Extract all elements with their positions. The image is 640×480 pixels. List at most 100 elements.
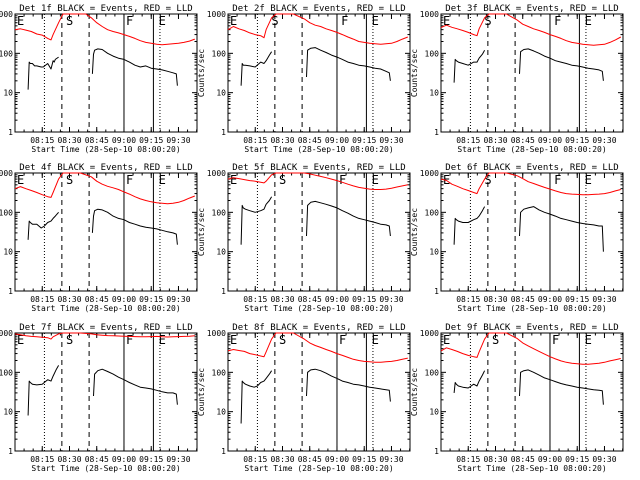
segment-label: F — [126, 333, 133, 347]
panel-2: Det 2f BLACK = Events, RED = LLD 1 10 100 10… — [197, 4, 411, 154]
y-tick-label: 1000 — [0, 329, 13, 338]
x-tick-label: 09:00 — [538, 455, 562, 464]
x-axis-label: Start Time (28-Sep-10 08:00:20) — [244, 304, 393, 313]
x-tick-label: 08:45 — [298, 136, 322, 145]
panel-title: Det 1f BLACK = Events, RED = LLD — [19, 4, 192, 14]
segment-label: S — [484, 14, 491, 28]
x-tick-label: 08:30 — [483, 295, 507, 304]
y-tick-label: 100 — [0, 368, 13, 377]
segment-label: E — [17, 173, 24, 187]
x-tick-label: 08:30 — [57, 455, 81, 464]
y-tick-label: 10 — [216, 408, 226, 417]
x-tick-label: 09:30 — [166, 455, 190, 464]
y-tick-label: 100 — [212, 208, 227, 217]
panel-7: Det 7f BLACK = Events, RED = LLD 1 10 100 10… — [0, 323, 198, 473]
segment-label: E — [17, 14, 24, 28]
x-tick-label: 09:15 — [565, 455, 589, 464]
y-tick-label: 100 — [212, 49, 227, 58]
segment-label: E — [230, 333, 237, 347]
x-axis-label: Start Time (28-Sep-10 08:00:20) — [31, 464, 180, 473]
x-tick-label: 08:45 — [85, 455, 109, 464]
segment-label: E — [159, 333, 166, 347]
y-axis-label: Counts/sec — [410, 368, 419, 416]
x-tick-label: 08:45 — [85, 295, 109, 304]
segment-label: S — [484, 173, 491, 187]
events-series-line — [453, 369, 604, 405]
y-tick-label: 10 — [216, 248, 226, 257]
lld-series-line — [227, 332, 408, 363]
x-tick-label: 09:00 — [112, 455, 136, 464]
x-tick-label: 08:30 — [270, 136, 294, 145]
x-axis-label: Start Time (28-Sep-10 08:00:20) — [457, 145, 606, 154]
segment-label: E — [585, 333, 592, 347]
y-tick-label: 10 — [3, 89, 13, 98]
x-tick-label: 09:00 — [112, 136, 136, 145]
lld-series-line — [440, 172, 621, 196]
segment-label: F — [126, 173, 133, 187]
y-tick-label: 100 — [425, 49, 440, 58]
y-tick-label: 10 — [216, 89, 226, 98]
segment-label: S — [66, 14, 73, 28]
events-series-line — [240, 47, 391, 86]
y-axis-label: Counts/sec — [197, 49, 206, 97]
segment-label: S — [492, 333, 499, 347]
panel-title: Det 3f BLACK = Events, RED = LLD — [445, 4, 618, 14]
events-series-line — [27, 365, 178, 416]
panel-4: Det 4f BLACK = Events, RED = LLD 1 10 100 10… — [0, 163, 198, 313]
segment-label: E — [230, 173, 237, 187]
x-tick-label: 08:30 — [483, 455, 507, 464]
y-axis-label: Counts/sec — [410, 49, 419, 97]
events-series-line — [240, 196, 391, 245]
y-tick-label: 10 — [3, 408, 13, 417]
panel-6: Det 6f BLACK = Events, RED = LLD 1 10 100 10… — [410, 163, 624, 313]
x-axis-label: Start Time (28-Sep-10 08:00:20) — [31, 304, 180, 313]
y-tick-label: 1000 — [207, 10, 226, 19]
panel-1: Det 1f BLACK = Events, RED = LLD 1 10 100 10… — [0, 4, 198, 154]
y-tick-label: 1 — [221, 447, 226, 456]
x-tick-label: 09:00 — [325, 295, 349, 304]
panel-title: Det 8f BLACK = Events, RED = LLD — [232, 323, 405, 333]
x-tick-label: 09:00 — [112, 295, 136, 304]
y-tick-label: 10 — [429, 89, 439, 98]
events-series-line — [453, 48, 604, 83]
panel-title: Det 7f BLACK = Events, RED = LLD — [19, 323, 192, 333]
panel-title: Det 6f BLACK = Events, RED = LLD — [445, 163, 618, 173]
x-tick-label: 09:00 — [325, 455, 349, 464]
x-tick-label: 08:30 — [270, 295, 294, 304]
y-axis-label: Counts/sec — [197, 208, 206, 256]
y-tick-label: 1000 — [0, 10, 13, 19]
lld-series-line — [440, 13, 622, 46]
y-tick-label: 1000 — [420, 169, 439, 178]
segment-label: E — [230, 14, 237, 28]
panel-title: Det 9f BLACK = Events, RED = LLD — [445, 323, 618, 333]
y-tick-label: 1 — [434, 447, 439, 456]
segment-label: F — [554, 173, 561, 187]
x-tick-label: 08:45 — [85, 136, 109, 145]
y-tick-label: 1 — [8, 128, 13, 137]
y-tick-label: 1 — [434, 287, 439, 296]
x-tick-label: 08:15 — [456, 455, 480, 464]
x-tick-label: 09:30 — [166, 136, 190, 145]
segment-label: F — [339, 173, 346, 187]
x-tick-label: 08:30 — [270, 455, 294, 464]
y-tick-label: 100 — [425, 368, 440, 377]
x-tick-label: 09:15 — [139, 136, 163, 145]
y-tick-label: 1 — [8, 287, 13, 296]
x-tick-label: 09:30 — [592, 455, 616, 464]
y-tick-label: 10 — [429, 248, 439, 257]
y-tick-label: 1000 — [420, 329, 439, 338]
y-tick-label: 1 — [434, 128, 439, 137]
segment-label: F — [554, 14, 561, 28]
segment-label: E — [372, 14, 379, 28]
x-axis-label: Start Time (28-Sep-10 08:00:20) — [244, 145, 393, 154]
x-tick-label: 08:15 — [243, 455, 267, 464]
x-tick-label: 08:30 — [57, 295, 81, 304]
x-tick-label: 09:00 — [538, 295, 562, 304]
x-tick-label: 08:45 — [511, 455, 535, 464]
lld-series-line — [14, 172, 195, 205]
y-tick-label: 100 — [0, 49, 13, 58]
x-tick-label: 08:15 — [243, 136, 267, 145]
x-tick-label: 08:15 — [456, 295, 480, 304]
